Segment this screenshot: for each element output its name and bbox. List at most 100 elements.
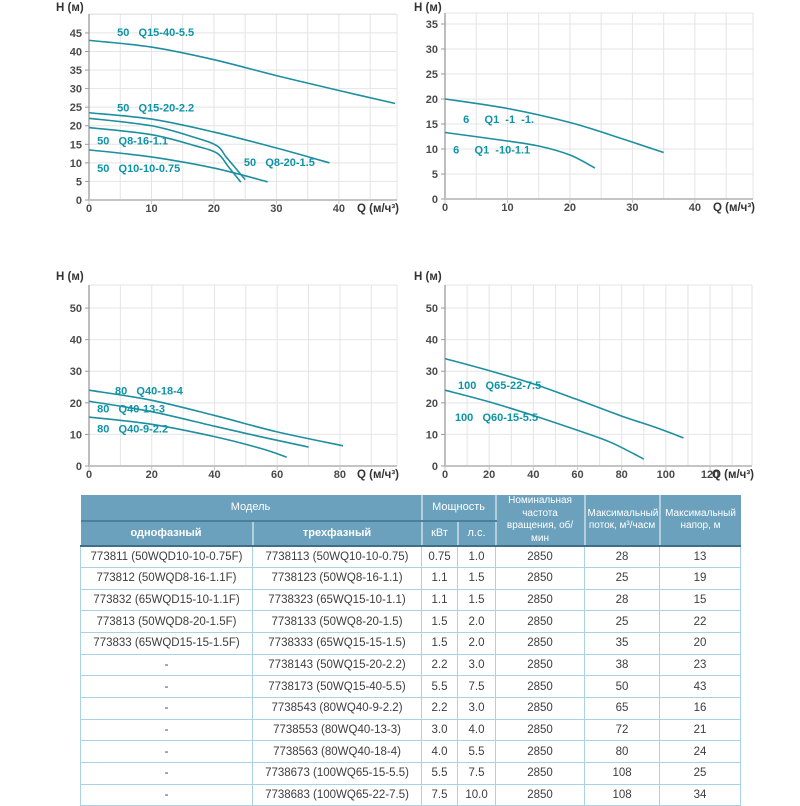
table-cell: 4.0 (421, 740, 459, 764)
table-cell: 2850 (495, 740, 586, 764)
x-tick-label: 40 (208, 469, 220, 481)
table-cell: 1.5 (457, 588, 497, 612)
y-tick-label: 0 (432, 461, 438, 473)
table-row: -7738673 (100WQ65-15-5.5) 5.5 7.5 2850 108 25 (80, 762, 742, 785)
table-cell: 5.5 (421, 675, 459, 699)
curve-label: 80 Q40-9-2.2 (97, 424, 168, 436)
x-tick-label: 60 (571, 469, 583, 481)
x-tick-label: 0 (442, 469, 448, 481)
col-header-kw: кВт (420, 520, 458, 547)
x-tick-label: 20 (564, 202, 576, 214)
table-cell: - (80, 697, 253, 720)
x-axis-title: Q (м/ч³) (712, 469, 754, 481)
y-tick-label: 15 (426, 119, 438, 131)
x-tick-label: 30 (626, 202, 638, 214)
col-header-single-phase: однофазный (80, 520, 253, 547)
table-cell: 1.5 (421, 632, 459, 655)
x-tick-label: 10 (145, 203, 157, 215)
table-cell: 2.2 (421, 653, 459, 677)
table-row: -7738543 (80WQ40-9-2.2) 2.2 3.0 2850 65 16 (80, 697, 742, 720)
y-tick-label: 40 (70, 335, 82, 347)
table-cell: 7738543 (80WQ40-9-2.2) (251, 697, 423, 720)
pump-curve (444, 131, 596, 169)
curve-label: 50 Q15-20-2.2 (117, 102, 194, 114)
pump-curves-chart-100: 0 20 40 60 80 100 120 0 10 20 30 40 50 H (м) Q (м/ч³) 1… (414, 271, 754, 481)
table-cell: 7.5 (457, 762, 497, 785)
table-cell: 3.0 (421, 718, 459, 742)
table-row: 773812 (50WQD8-16-1.1F) 7738123 (50WQ8-16… (80, 567, 742, 590)
table-row: 773833 (65WQD15-15-1.5F) 7738333 (65WQ15-… (80, 632, 742, 655)
table-cell: 7738173 (50WQ15-40-5.5) (251, 675, 423, 699)
x-tick-label: 80 (334, 469, 346, 481)
table-cell: 7.5 (421, 783, 459, 806)
curve-label: 50 Q8-16-1.1 (97, 136, 168, 148)
y-tick-label: 5 (432, 169, 438, 181)
col-header-three-phase: трехфазный (251, 520, 422, 547)
col-header-flow: Максимальный поток, м³/часм (583, 495, 660, 547)
table-cell: 7738323 (65WQ15-10-1.1) (251, 588, 423, 612)
table-cell: 7.5 (457, 675, 497, 699)
table-cell: 7738113 (50WQ10-10-0.75) (251, 545, 423, 569)
y-tick-label: 20 (70, 121, 82, 133)
table-cell: 28 (584, 545, 661, 569)
y-axis-title: H (м) (56, 271, 84, 283)
table-cell: - (80, 762, 253, 785)
pump-curve (88, 39, 396, 105)
curve-label: 80 Q40-13-3 (97, 404, 165, 416)
table-cell: 50 (584, 675, 661, 699)
table-cell: 2850 (495, 675, 586, 699)
y-tick-label: 0 (76, 461, 82, 473)
table-cell: 2850 (495, 718, 586, 742)
pump-curve (88, 126, 242, 183)
table-cell: 7738673 (100WQ65-15-5.5) (251, 762, 423, 785)
y-tick-label: 15 (70, 139, 82, 151)
table-cell: 773813 (50WQD8-20-1.5F) (80, 610, 253, 634)
col-header-power: Мощность (420, 495, 496, 522)
pump-curve (88, 149, 268, 183)
y-axis-title: H (м) (414, 2, 442, 14)
table-cell: 28 (584, 588, 661, 612)
table-cell: 773811 (50WQD10-10-0.75F) (80, 545, 253, 569)
table-cell: 2850 (495, 653, 586, 677)
table-cell: 3.0 (457, 697, 497, 720)
x-tick-label: 20 (146, 469, 158, 481)
table-cell: 2850 (495, 697, 586, 720)
table-cell: 5.5 (457, 740, 497, 764)
table-cell: 1.5 (421, 610, 459, 634)
table-cell: 80 (584, 740, 661, 764)
table-cell: - (80, 675, 253, 699)
y-axis-title: H (м) (56, 2, 84, 14)
table-cell: - (80, 718, 253, 742)
table-row: 773832 (65WQD15-10-1.1F) 7738323 (65WQ15-… (80, 588, 742, 612)
table-cell: - (80, 783, 253, 806)
y-tick-label: 40 (70, 46, 82, 58)
table-cell: 7738133 (50WQ8-20-1.5) (251, 610, 423, 634)
table-cell: 1.1 (421, 588, 459, 612)
y-tick-label: 30 (70, 84, 82, 96)
table-cell: 773812 (50WQD8-16-1.1F) (80, 567, 253, 590)
table-cell: 1.1 (421, 567, 459, 590)
table-cell: 2850 (495, 567, 586, 590)
y-tick-label: 50 (426, 303, 438, 315)
table-cell: 25 (659, 762, 742, 785)
y-tick-label: 40 (426, 335, 438, 347)
curve-label: 100 Q60-15-5.5 (455, 412, 538, 424)
table-cell: 108 (584, 762, 661, 785)
table-cell: 2850 (495, 762, 586, 785)
y-tick-label: 5 (76, 176, 82, 188)
table-cell: 23 (659, 653, 742, 677)
table-cell: 7738333 (65WQ15-15-1.5) (251, 632, 423, 655)
x-tick-label: 120 (701, 469, 719, 481)
x-tick-label: 100 (657, 469, 675, 481)
y-tick-label: 30 (426, 44, 438, 56)
table-row: -7738563 (80WQ40-18-4) 4.0 5.5 2850 80 24 (80, 740, 742, 764)
x-tick-label: 40 (527, 469, 539, 481)
table-cell: 108 (584, 783, 661, 806)
table-cell: 15 (659, 588, 742, 612)
y-tick-label: 45 (70, 28, 82, 40)
table-cell: 2.2 (421, 697, 459, 720)
table-cell: 0.75 (421, 545, 459, 569)
x-axis-title: Q (м/ч³) (713, 202, 755, 214)
pump-curve (444, 389, 645, 460)
y-tick-label: 25 (426, 69, 438, 81)
